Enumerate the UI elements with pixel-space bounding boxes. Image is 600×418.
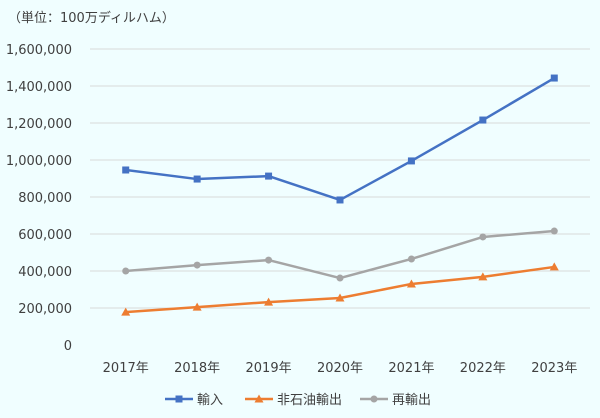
data-point: [549, 262, 559, 271]
x-tick-label: 2019年: [246, 361, 292, 376]
data-point: [193, 261, 201, 269]
data-point: [550, 227, 558, 235]
x-tick-label: 2017年: [103, 361, 149, 376]
y-tick-label: 1,200,000: [6, 117, 72, 132]
data-point: [406, 279, 416, 288]
x-tick-label: 2022年: [460, 361, 506, 376]
data-point: [336, 196, 344, 204]
data-point: [550, 74, 558, 82]
series-0: [122, 74, 558, 204]
data-point: [479, 233, 487, 241]
x-tick-label: 2020年: [317, 361, 363, 376]
series-line: [125, 265, 555, 314]
data-point: [193, 175, 201, 183]
y-tick-label: 1,000,000: [6, 154, 72, 169]
legend-item: 輸入: [165, 393, 223, 408]
data-point: [479, 116, 487, 124]
y-tick-label: 0: [64, 339, 72, 354]
legend-label: 再輸出: [392, 393, 431, 408]
data-point: [122, 166, 130, 174]
data-point: [265, 256, 273, 264]
legend-marker: [370, 395, 378, 403]
data-point: [265, 172, 273, 180]
y-tick-label: 800,000: [18, 191, 72, 206]
x-tick-label: 2021年: [388, 361, 434, 376]
y-tick-label: 600,000: [18, 228, 72, 243]
series-1: [121, 262, 559, 316]
x-tick-label: 2018年: [174, 361, 220, 376]
data-point: [336, 274, 344, 282]
y-tick-label: 1,400,000: [6, 80, 72, 95]
y-tick-label: 200,000: [18, 302, 72, 317]
data-point: [407, 255, 415, 263]
unit-label: （単位：100万ディルハム）: [8, 10, 175, 26]
series-line: [125, 76, 555, 202]
data-point: [264, 297, 274, 306]
y-tick-label: 1,600,000: [6, 43, 72, 58]
data-point: [407, 157, 415, 165]
data-point: [121, 307, 131, 316]
legend-marker: [254, 394, 264, 403]
data-point: [478, 272, 488, 281]
data-point: [122, 267, 130, 275]
data-point: [192, 302, 202, 311]
legend-marker: [175, 395, 183, 403]
legend-label: 輸入: [197, 393, 223, 408]
y-tick-label: 400,000: [18, 265, 72, 280]
legend-item: 再輸出: [360, 393, 431, 408]
data-point: [335, 293, 345, 302]
legend-label: 非石油輸出: [277, 393, 342, 408]
legend-item: 非石油輸出: [245, 393, 342, 408]
series-2: [122, 227, 558, 282]
x-tick-label: 2023年: [531, 361, 577, 376]
